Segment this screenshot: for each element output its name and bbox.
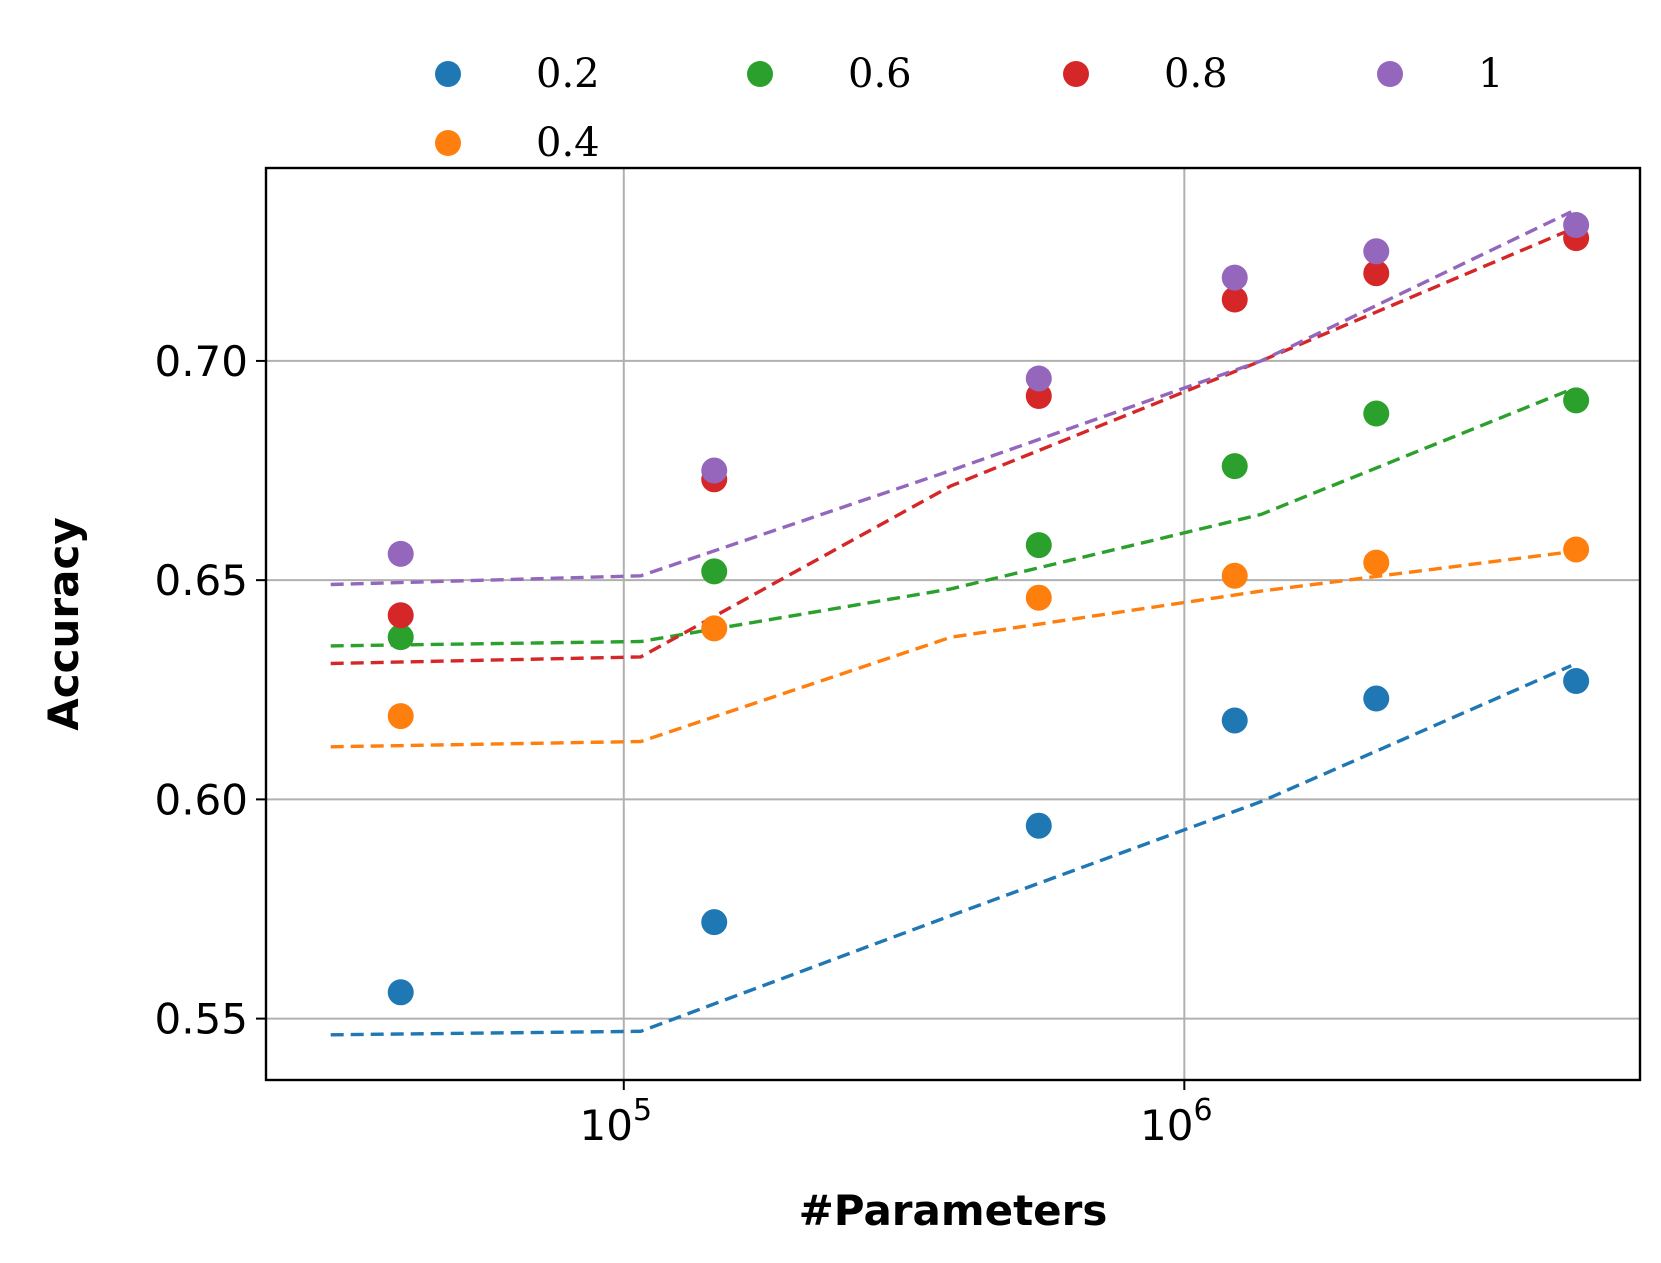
fit-line-0.6 (330, 387, 1572, 648)
legend-label: 1 (1478, 51, 1503, 97)
point-0.4 (1363, 549, 1390, 576)
point-0.4 (1563, 536, 1590, 563)
y-axis-title: Accuracy (39, 517, 88, 731)
legend-marker (1377, 61, 1403, 87)
point-0.2 (1221, 707, 1248, 734)
point-1 (1363, 238, 1390, 265)
point-0.2 (387, 979, 414, 1006)
point-0.6 (1363, 400, 1390, 427)
legend-marker (435, 130, 461, 156)
point-0.2 (1363, 685, 1390, 712)
legend-label: 0.8 (1164, 51, 1228, 97)
point-0.8 (387, 602, 414, 629)
legend-label: 0.4 (536, 120, 600, 166)
y-tick-label: 0.60 (154, 775, 248, 824)
point-0.2 (1563, 668, 1590, 694)
point-0.2 (701, 909, 728, 936)
point-1 (1221, 264, 1248, 291)
plot-frame (264, 166, 1642, 1082)
point-0.4 (1025, 584, 1052, 611)
legend-item-0.4: 0.4 (435, 120, 600, 166)
point-1 (387, 540, 414, 567)
point-0.4 (387, 703, 414, 730)
point-0.8 (1221, 286, 1248, 313)
legend-item-1: 1 (1377, 51, 1503, 97)
grid-lines (266, 168, 1640, 1080)
fit-line-1 (330, 210, 1572, 587)
point-0.4 (1221, 562, 1248, 589)
y-tick-label: 0.55 (154, 995, 248, 1044)
x-tick-label: 106 (1140, 1093, 1213, 1150)
legend-item-0.8: 0.8 (1063, 51, 1228, 97)
point-0.6 (387, 624, 414, 651)
legend-marker (435, 61, 461, 87)
x-tick-exponent: 5 (633, 1093, 652, 1128)
point-1 (1563, 212, 1590, 238)
y-tick-label: 0.70 (154, 337, 248, 386)
point-0.8 (1363, 260, 1390, 287)
legend-label: 0.2 (536, 51, 600, 97)
fit-line-0.4 (330, 550, 1572, 749)
legend: 0.2 0.4 0.6 0.8 1 (435, 51, 1503, 166)
point-0.6 (1221, 453, 1248, 480)
point-0.6 (1025, 532, 1052, 559)
point-0.6 (701, 558, 728, 585)
point-0.2 (1025, 812, 1052, 839)
x-tick-base: 10 (1140, 1101, 1193, 1150)
point-1 (701, 457, 728, 484)
fit-lines (330, 210, 1572, 1037)
x-tick-base: 10 (580, 1101, 633, 1150)
point-0.4 (701, 615, 728, 642)
y-tick-label: 0.65 (154, 556, 248, 605)
x-tick-exponent: 6 (1194, 1093, 1213, 1128)
legend-item-0.2: 0.2 (435, 51, 600, 97)
fit-line-0.8 (330, 227, 1572, 666)
legend-item-0.6: 0.6 (747, 51, 912, 97)
data-points (387, 212, 1590, 1006)
x-axis-title: #Parameters (799, 1186, 1108, 1235)
point-0.6 (1563, 387, 1590, 414)
fit-line-0.2 (330, 664, 1572, 1037)
legend-label: 0.6 (848, 51, 912, 97)
legend-marker (747, 61, 773, 87)
x-tick-label: 105 (580, 1093, 653, 1150)
legend-marker (1063, 61, 1089, 87)
point-1 (1025, 365, 1052, 392)
